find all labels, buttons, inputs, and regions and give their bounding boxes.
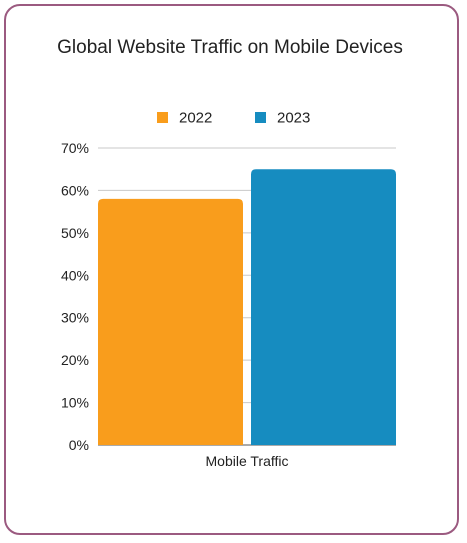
y-tick-label: 40% — [61, 267, 89, 283]
y-tick-label: 0% — [69, 437, 89, 453]
legend-label-2022: 2022 — [179, 110, 212, 127]
bar-2023 — [251, 169, 396, 445]
y-tick-label: 20% — [61, 352, 89, 368]
bar-2022 — [98, 198, 243, 445]
chart-title: Global Website Traffic on Mobile Devices — [57, 37, 403, 58]
legend: 2022 2023 — [157, 110, 310, 127]
legend-label-2023: 2023 — [277, 110, 310, 127]
y-tick-label: 50% — [61, 225, 89, 241]
y-tick-label: 70% — [61, 140, 89, 156]
bars — [98, 169, 396, 445]
legend-swatch-2022 — [157, 112, 168, 123]
legend-swatch-2023 — [255, 112, 266, 123]
y-tick-label: 30% — [61, 310, 89, 326]
y-tick-label: 60% — [61, 182, 89, 198]
y-axis-ticks: 0% 10% 20% 30% 40% 50% 60% 70% — [61, 140, 89, 453]
y-tick-label: 10% — [61, 395, 89, 411]
x-tick-label: Mobile Traffic — [206, 453, 289, 469]
x-axis-ticks: Mobile Traffic — [206, 453, 289, 469]
